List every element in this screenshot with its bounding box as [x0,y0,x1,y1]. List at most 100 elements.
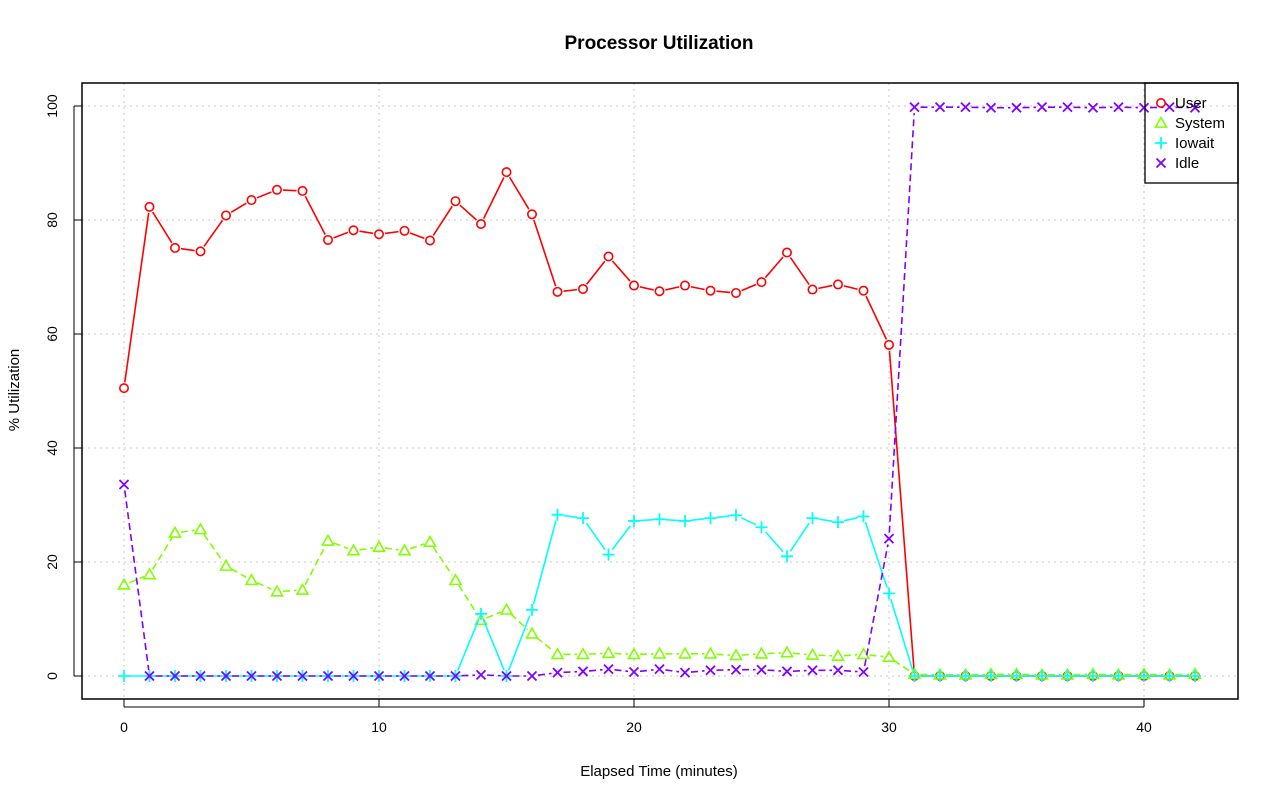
x-tick-label: 30 [881,719,897,735]
data-point-iowait [1087,670,1099,682]
x-axis-label: Elapsed Time (minutes) [580,763,738,780]
data-point-idle [628,666,640,678]
data-point-user [756,277,767,288]
legend: User System Iowait Idle [1144,82,1239,184]
data-point-user [119,383,130,394]
data-point-idle [807,665,818,676]
data-point-iowait [653,513,666,526]
series-idle [118,102,1201,682]
data-point-iowait [1010,670,1023,682]
data-point-system [244,573,259,586]
data-point-system [780,645,794,658]
data-point-system [882,650,896,663]
data-point-iowait [118,670,130,682]
data-point-system [117,577,131,590]
grid [82,83,1238,699]
plot-frame [81,82,1239,700]
x-tick-label: 40 [1136,719,1152,735]
data-point-system [219,558,233,571]
data-point-iowait [1138,670,1150,682]
data-point-iowait [526,603,538,616]
data-point-idle [730,664,742,675]
data-point-iowait [806,512,819,525]
data-point-idle [1087,102,1099,113]
data-point-idle [526,670,538,682]
data-point-iowait [1163,670,1176,682]
data-point-idle [271,670,283,682]
data-point-user [170,242,181,253]
data-point-user [144,201,155,212]
data-point-system [295,582,310,595]
data-point-user [501,167,512,178]
data-point-system [346,543,361,556]
data-point-user [552,286,563,297]
data-point-iowait [602,548,615,561]
data-point-idle [169,670,181,682]
data-point-idle [832,665,844,676]
data-point-iowait [857,510,870,523]
plot-series [117,102,1202,682]
data-point-idle [1189,102,1201,113]
data-point-user [603,251,614,262]
data-point-iowait [781,550,793,563]
data-point-system [270,584,284,597]
data-point-idle [475,669,487,680]
data-point-system [168,525,182,538]
data-point-user [221,210,232,221]
data-point-idle [960,102,971,113]
data-point-user [246,195,257,206]
series-line-system [129,529,1190,676]
data-point-system [703,646,718,659]
data-point-idle [450,670,461,682]
data-point-system [142,567,157,580]
data-point-system [754,646,769,659]
data-point-idle [679,667,691,678]
legend-marker-idle [1155,157,1167,169]
data-point-idle [654,664,665,675]
data-point-user [883,339,894,350]
data-point-iowait [577,512,589,525]
data-point-system [678,646,692,659]
data-point-iowait [475,607,487,620]
data-point-system [193,522,208,535]
data-point-idle [399,670,410,682]
series-line-idle [123,106,1190,677]
data-point-user [373,229,384,240]
data-point-system [627,647,641,660]
chart-title: Processor Utilization [565,33,754,54]
data-point-iowait [755,521,768,534]
y-tick-label: 80 [44,212,60,228]
data-point-idle [1164,102,1175,113]
data-point-iowait [1189,670,1201,682]
data-point-idle [1113,102,1124,113]
data-point-system [372,540,386,553]
data-point-iowait [1036,670,1048,682]
data-point-system [397,543,412,556]
data-point-idle [348,670,359,682]
legend-label-iowait: Iowait [1175,135,1215,152]
data-point-user [628,280,639,291]
data-point-iowait [1061,670,1074,682]
data-point-user [195,246,206,257]
data-point-system [423,534,437,547]
data-point-idle [118,479,130,490]
data-point-user [399,225,410,236]
data-point-system [831,648,845,661]
data-point-idle [195,670,206,682]
data-point-idle [220,670,232,682]
data-point-idle [552,667,563,678]
y-axis-label: % Utilization [6,349,23,432]
data-point-user [858,285,869,296]
y-tick-label: 20 [44,554,60,570]
y-tick-label: 100 [44,94,60,118]
data-point-system [499,602,514,615]
y-tick-label: 60 [44,326,60,342]
legend-marker-iowait [1155,137,1167,149]
legend-box [1144,82,1239,184]
data-point-system [448,573,463,586]
data-point-system [321,533,335,546]
data-point-idle [1062,102,1073,113]
data-point-idle [322,670,334,682]
